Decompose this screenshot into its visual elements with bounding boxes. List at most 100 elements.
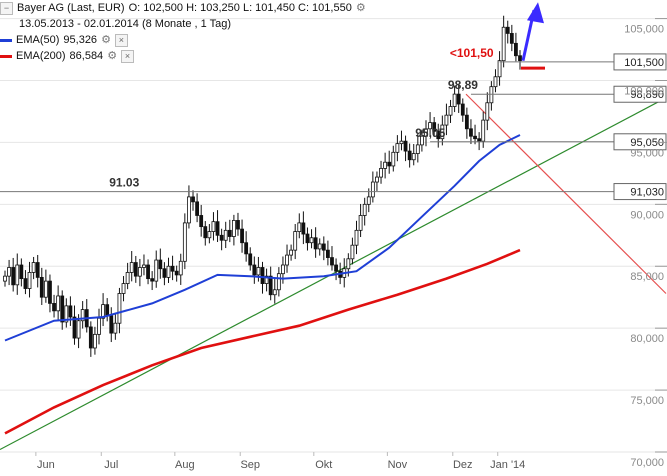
- candle-body: [395, 143, 400, 153]
- candle-body: [15, 264, 20, 286]
- candle-body: [460, 103, 465, 116]
- candle-body: [248, 253, 253, 266]
- ema50-settings-gear-icon[interactable]: ⚙: [101, 34, 111, 46]
- candle-body: [187, 196, 191, 224]
- candle-body: [150, 278, 155, 282]
- ema50-remove-icon[interactable]: ×: [114, 33, 128, 47]
- candle-body: [174, 270, 179, 276]
- candle-body: [481, 119, 486, 142]
- ema200-swatch: [0, 54, 12, 58]
- candle-body: [11, 267, 16, 286]
- candle-body: [76, 320, 81, 339]
- candle-body: [240, 228, 244, 244]
- marker-box: [613, 133, 667, 151]
- candle-body: [207, 231, 212, 239]
- candle-body: [334, 264, 338, 272]
- candle-body: [473, 135, 477, 140]
- candle-body: [346, 258, 351, 270]
- candle-body: [509, 33, 514, 44]
- candle-body: [39, 276, 44, 298]
- candle-body: [464, 114, 469, 130]
- candle-body: [272, 289, 277, 296]
- marker-box: [613, 53, 667, 71]
- candle-body: [448, 106, 453, 116]
- candle-body: [375, 176, 379, 183]
- candle-body: [289, 249, 294, 256]
- candle-body: [211, 221, 216, 232]
- candle-body: [27, 272, 32, 289]
- ohlc-values: O: 102,500 H: 103,250 L: 101,450 C: 101,…: [128, 2, 352, 14]
- red-trendline: [465, 93, 667, 294]
- marker-box: [613, 183, 667, 201]
- marker-box: [613, 85, 667, 103]
- candle-body: [285, 254, 289, 266]
- candle-body: [379, 168, 383, 178]
- candle-body: [52, 302, 56, 312]
- candle-body: [411, 153, 416, 161]
- marker-label: 98,890: [630, 89, 664, 101]
- x-tick-label: Nov: [388, 459, 408, 471]
- y-tick-label: 95,000: [630, 147, 664, 159]
- candle-body: [191, 196, 195, 203]
- candle-body: [7, 267, 11, 277]
- candle-body: [317, 243, 322, 250]
- candle-body: [440, 124, 445, 140]
- candlestick-series: [3, 15, 522, 357]
- y-tick-label: 75,000: [630, 395, 664, 407]
- ema200-remove-icon[interactable]: ×: [121, 49, 135, 63]
- candle-body: [129, 262, 134, 273]
- candle-body: [293, 231, 298, 251]
- candle-body: [117, 293, 122, 324]
- candle-body: [260, 267, 265, 284]
- x-tick-label: Jan '14: [490, 459, 525, 471]
- x-tick-label: Dez: [453, 459, 473, 471]
- candle-body: [19, 264, 24, 280]
- candle-body: [256, 267, 261, 276]
- y-tick-label: 100,000: [624, 85, 664, 97]
- candle-body: [383, 161, 388, 169]
- green-trendline: [0, 97, 667, 451]
- x-tick-label: Jun: [37, 459, 55, 471]
- candle-body: [43, 280, 48, 298]
- marker-label: 91,030: [630, 187, 664, 199]
- candle-body: [3, 275, 7, 282]
- candle-body: [93, 333, 97, 349]
- candle-body: [501, 26, 506, 62]
- marker-label: 95,050: [630, 137, 664, 149]
- ema200-settings-gear-icon[interactable]: ⚙: [107, 50, 118, 62]
- candle-body: [23, 278, 28, 289]
- settings-gear-icon[interactable]: ⚙: [355, 2, 366, 14]
- close-icon[interactable]: −: [0, 1, 13, 15]
- candle-body: [399, 140, 404, 145]
- y-tick-label: 105,000: [624, 24, 664, 36]
- candle-body: [113, 322, 118, 334]
- ema200-legend: EMA(200) 86,584 ⚙ ×: [0, 48, 366, 64]
- candle-body: [281, 264, 285, 275]
- candle-body: [182, 222, 187, 262]
- candle-body: [362, 203, 367, 216]
- candle-body: [219, 234, 224, 241]
- ema50-value: 95,326: [63, 34, 98, 46]
- chart-title: Bayer AG (Last, EUR): [17, 2, 125, 14]
- y-tick-label: 80,000: [630, 333, 664, 345]
- candle-body: [403, 140, 408, 152]
- candle-body: [137, 267, 142, 277]
- candle-body: [105, 304, 110, 317]
- candle-body: [301, 222, 306, 235]
- candle-body: [305, 233, 310, 244]
- candle-body: [469, 128, 473, 137]
- candle-body: [325, 249, 330, 258]
- candle-body: [366, 196, 371, 205]
- candle-body: [215, 221, 220, 236]
- candle-body: [477, 138, 482, 142]
- x-tick-label: Aug: [175, 459, 195, 471]
- candle-body: [133, 262, 138, 277]
- candle-body: [158, 259, 163, 270]
- candle-body: [493, 76, 498, 88]
- candle-body: [64, 305, 69, 323]
- period-row: 13.05.2013 - 02.01.2014 (8 Monate , 1 Ta…: [0, 16, 366, 32]
- candle-body: [485, 102, 490, 121]
- trendlines: [0, 93, 667, 451]
- level-annotation: <101,50: [450, 46, 494, 60]
